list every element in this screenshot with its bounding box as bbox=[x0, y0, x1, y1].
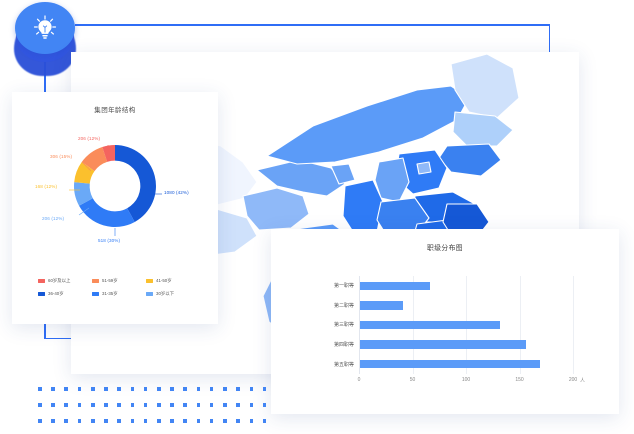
decor-dot-grid bbox=[38, 381, 276, 425]
gridline bbox=[573, 276, 574, 374]
gridline bbox=[519, 276, 521, 374]
bar-row bbox=[360, 340, 574, 349]
legend-swatch-icon bbox=[38, 279, 45, 283]
bar-rank-2[interactable] bbox=[360, 301, 403, 310]
legend-item-36-40[interactable]: 36-40岁 bbox=[38, 291, 90, 297]
dot-row bbox=[38, 381, 276, 397]
age-donut-chart[interactable]: 206 (12%) 306 (15%) 168 (12%) 206 (12%) … bbox=[12, 114, 218, 264]
axis-tick: 200 bbox=[568, 377, 578, 383]
legend-item-51-59[interactable]: 51-59岁 bbox=[92, 278, 144, 284]
rank-category-axis: 第一职等 第二职等 第三职等 第四职等 第五职等 bbox=[315, 276, 359, 374]
legend-label: 31-35岁 bbox=[102, 291, 118, 296]
legend-item-41-50[interactable]: 41-50岁 bbox=[146, 278, 198, 284]
legend-label: 60岁及以上 bbox=[48, 278, 71, 283]
age-chart-legend: 60岁及以上 51-59岁 41-50岁 36-40岁 31-35岁 30岁以下 bbox=[38, 278, 198, 297]
bar-row bbox=[360, 281, 574, 291]
donut-label-51-59: 306 (15%) bbox=[50, 154, 73, 159]
legend-swatch-icon bbox=[38, 292, 45, 296]
age-chart-title: 集团年龄结构 bbox=[94, 107, 136, 114]
decor-frame-bottom-line bbox=[44, 337, 78, 339]
bar-row bbox=[360, 320, 574, 330]
axis-tick: 100 bbox=[461, 377, 471, 383]
donut-label-41-50: 168 (12%) bbox=[35, 184, 58, 189]
dot-row bbox=[38, 413, 276, 429]
donut-label-60-plus: 206 (12%) bbox=[78, 136, 101, 141]
rank-bars bbox=[359, 276, 574, 374]
legend-item-31-35[interactable]: 31-35岁 bbox=[92, 291, 144, 297]
rank-chart-title: 职级分布图 bbox=[427, 245, 463, 252]
legend-label: 30岁以下 bbox=[156, 291, 175, 296]
decor-frame-top-line bbox=[75, 24, 550, 26]
legend-swatch-icon bbox=[92, 292, 99, 296]
age-structure-card: 集团年龄结构 bbox=[12, 92, 218, 324]
axis-tick: 150 bbox=[515, 377, 524, 383]
bar-row bbox=[360, 359, 574, 369]
decor-frame-right-line bbox=[548, 24, 550, 52]
rank-value-axis: 0 50 100 150 200 人 bbox=[357, 374, 585, 386]
bar-row bbox=[360, 301, 574, 310]
bar-rank-5[interactable] bbox=[360, 359, 540, 369]
bar-rank-3[interactable] bbox=[360, 320, 501, 330]
donut-label-36-40: 1080 (42%) bbox=[164, 190, 189, 195]
bar-rank-1[interactable] bbox=[360, 281, 430, 291]
dot-row bbox=[38, 397, 276, 413]
legend-label: 51-59岁 bbox=[102, 278, 118, 283]
rank-bar-chart[interactable]: 第一职等 第二职等 第三职等 第四职等 第五职等 bbox=[315, 276, 574, 374]
axis-tick: 50 bbox=[409, 377, 416, 383]
category-label: 第二职等 bbox=[333, 302, 354, 309]
donut-label-under-30: 206 (12%) bbox=[42, 216, 65, 221]
rank-distribution-card: 职级分布图 第一职等 第二职等 第三职等 第四职等 第五职等 bbox=[271, 229, 619, 414]
category-label: 第四职等 bbox=[333, 342, 354, 349]
legend-item-60-plus[interactable]: 60岁及以上 bbox=[38, 278, 90, 284]
category-label: 第三职等 bbox=[333, 322, 354, 329]
legend-swatch-icon bbox=[146, 292, 153, 296]
legend-label: 41-50岁 bbox=[156, 278, 172, 283]
category-label: 第五职等 bbox=[333, 361, 354, 368]
axis-unit-label: 人 bbox=[580, 378, 586, 384]
legend-label: 36-40岁 bbox=[48, 291, 64, 296]
axis-tick: 0 bbox=[357, 377, 361, 383]
legend-swatch-icon bbox=[92, 279, 99, 283]
lightbulb-icon bbox=[15, 2, 75, 54]
category-label: 第一职等 bbox=[333, 283, 354, 290]
legend-item-under-30[interactable]: 30岁以下 bbox=[146, 291, 198, 297]
bar-rank-4[interactable] bbox=[360, 340, 526, 349]
legend-swatch-icon bbox=[146, 279, 153, 283]
donut-label-31-35: 518 (30%) bbox=[98, 238, 121, 243]
